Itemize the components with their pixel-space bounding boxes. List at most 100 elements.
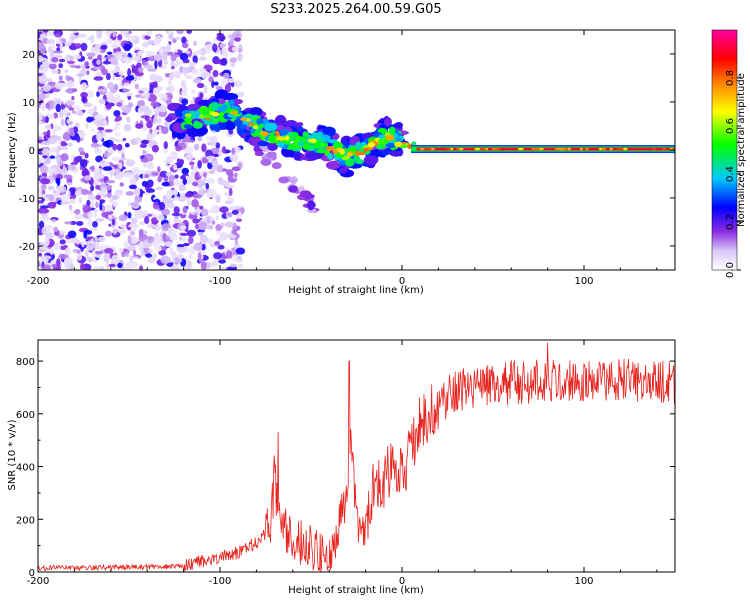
noise-speckle: [167, 202, 176, 209]
noise-speckle: [101, 186, 107, 196]
noise-speckle: [68, 107, 75, 111]
noise-speckle: [159, 170, 168, 178]
noise-speckle: [174, 49, 178, 53]
ridge-peak: [385, 134, 395, 141]
snr-axes: -200 -100 0 100 0 200 400 600 800: [16, 340, 675, 587]
noise-speckle: [98, 98, 106, 105]
noise-speckle: [79, 263, 86, 270]
noise-speckle: [91, 249, 96, 259]
noise-speckle: [102, 166, 113, 171]
ridge-halo: [338, 167, 348, 174]
noise-speckle: [122, 88, 131, 92]
noise-speckle: [216, 164, 224, 173]
carrier-spot: [567, 147, 572, 151]
noise-speckle: [100, 68, 108, 76]
ridge-halo: [257, 140, 270, 147]
ridge-core: [377, 127, 388, 134]
noise-speckle: [38, 252, 43, 257]
noise-speckle: [74, 43, 82, 49]
noise-speckle: [81, 241, 85, 248]
noise-speckle: [54, 33, 61, 38]
noise-speckle: [164, 241, 173, 248]
noise-speckle: [162, 233, 167, 242]
noise-speckle: [131, 177, 137, 184]
noise-speckle: [136, 50, 144, 57]
noise-speckle: [143, 64, 154, 69]
noise-speckle: [105, 204, 113, 212]
noise-speckle: [97, 88, 106, 93]
noise-speckle: [44, 124, 52, 130]
noise-speckle: [150, 101, 160, 108]
noise-speckle: [53, 50, 63, 54]
noise-speckle: [238, 161, 242, 169]
noise-speckle: [190, 211, 196, 215]
noise-speckle: [62, 108, 69, 117]
noise-speckle: [168, 76, 173, 81]
noise-speckle: [215, 224, 222, 231]
noise-speckle: [231, 147, 236, 155]
noise-speckle: [41, 226, 48, 235]
noise-speckle: [95, 155, 103, 163]
snr-ylabel: SNR (10 * v/v): [7, 419, 18, 490]
noise-speckle: [77, 110, 84, 116]
ridge-peak: [184, 117, 193, 123]
noise-speckle: [113, 168, 121, 176]
noise-speckle: [168, 33, 174, 40]
noise-speckle: [167, 191, 173, 198]
noise-speckle: [146, 223, 156, 229]
noise-speckle: [176, 30, 184, 35]
tail-speckle: [254, 151, 264, 157]
ridge-core: [183, 124, 192, 129]
noise-speckle: [158, 104, 168, 113]
noise-speckle: [226, 250, 233, 259]
noise-speckle: [181, 98, 189, 106]
noise-speckle: [76, 135, 81, 143]
ridge-core: [375, 144, 382, 149]
noise-speckle: [54, 82, 65, 90]
noise-speckle: [102, 119, 108, 127]
noise-speckle: [201, 143, 207, 153]
noise-speckle: [88, 257, 92, 263]
noise-speckle: [171, 66, 175, 70]
ridge-peak: [367, 142, 376, 148]
chart-title: S233.2025.264.00.59.G05: [270, 2, 441, 17]
noise-speckle: [173, 70, 182, 79]
noise-speckle: [180, 90, 187, 95]
ridge-core: [192, 121, 203, 129]
noise-speckle: [181, 36, 187, 44]
noise-speckle: [141, 123, 148, 132]
noise-speckle: [38, 220, 45, 230]
spectrogram-ylabel: Frequency (Hz): [7, 112, 18, 188]
noise-speckle: [144, 35, 151, 40]
noise-speckle: [40, 183, 47, 191]
snr-frame: [37, 339, 676, 573]
noise-speckle: [140, 158, 149, 163]
noise-speckle: [67, 230, 77, 239]
noise-speckle: [67, 164, 77, 171]
tail-blob: [307, 200, 315, 211]
noise-speckle: [123, 171, 133, 178]
noise-speckle: [199, 234, 208, 243]
colorbar-axes: 0.0 0.2 0.4 0.6 0.8: [725, 70, 741, 278]
spec-ytick-label: 10: [22, 98, 35, 109]
noise-speckle: [138, 90, 144, 94]
noise-speckle: [232, 31, 242, 40]
noise-speckle: [212, 69, 219, 78]
spec-ytick-label: 20: [22, 50, 35, 61]
noise-speckle: [60, 201, 71, 205]
noise-speckle: [86, 116, 94, 123]
noise-speckle: [45, 232, 54, 240]
noise-speckle: [114, 118, 120, 122]
spectrogram-heatmap: [38, 30, 675, 270]
noise-speckle: [52, 127, 56, 136]
noise-speckle: [95, 184, 101, 190]
spec-xtick-label: 100: [574, 276, 593, 287]
noise-speckle: [101, 211, 109, 218]
noise-speckle: [147, 68, 158, 72]
ridge-core: [256, 118, 264, 126]
carrier-spot: [491, 147, 497, 151]
noise-speckle: [112, 143, 118, 151]
noise-speckle: [181, 42, 189, 49]
noise-speckle: [105, 101, 109, 106]
noise-speckle: [184, 74, 194, 80]
